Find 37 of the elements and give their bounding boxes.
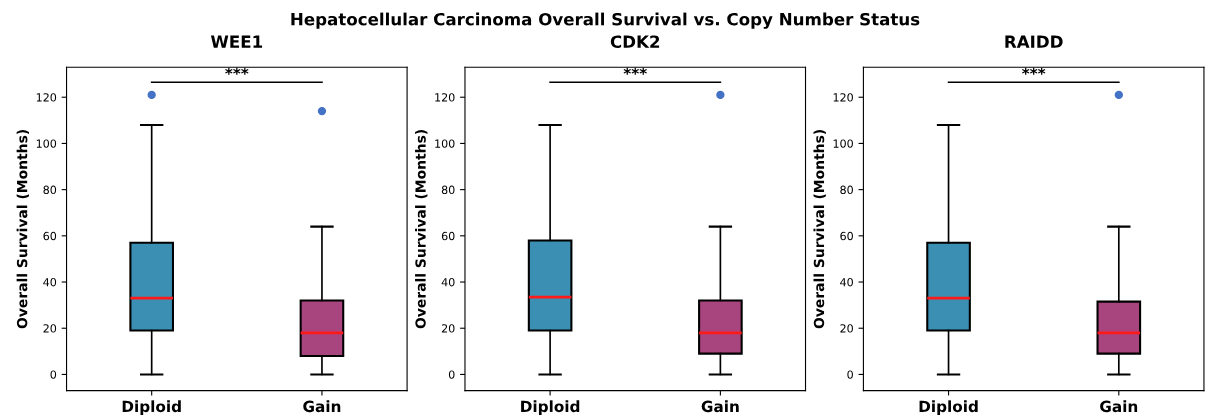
y-tick-label: 120: [36, 93, 57, 102]
chart-title: CDK2: [610, 35, 660, 48]
x-tick-label: Diploid: [521, 400, 580, 416]
y-tick-label: 80: [840, 185, 853, 195]
annotation: ***: [1022, 67, 1046, 75]
text: Hepatocellular Carcinoma Overall Survival vs. Copy Number Status: [291, 12, 920, 29]
y-tick-label: 100: [36, 139, 57, 148]
y-tick-label: 20: [43, 324, 57, 333]
y-tick-label: 100: [435, 139, 455, 148]
y-tick-label: 120: [833, 93, 853, 102]
x-tick-label: Gain: [1100, 400, 1138, 413]
y-tick-label: 100: [833, 139, 853, 148]
x-tick-label: Gain: [701, 400, 739, 413]
y-axis-title: Overall Survival (Months): [16, 130, 30, 329]
annotation: ***: [225, 67, 249, 75]
x-tick-label: Diploid: [919, 400, 978, 416]
x-tick-label: Diploid: [122, 400, 181, 416]
y-tick-label: 60: [840, 231, 853, 241]
y-tick-label: 20: [840, 324, 853, 333]
x-tick-label: Gain: [303, 400, 341, 413]
y-tick-label: 40: [840, 278, 853, 287]
y-axis-title: Overall Survival (Months): [813, 130, 826, 329]
chart-title: WEE1: [210, 35, 263, 48]
y-tick-label: 120: [435, 93, 455, 102]
y-tick-label: 0: [847, 370, 853, 379]
y-tick-label: 40: [43, 278, 57, 287]
y-tick-label: 0: [50, 370, 57, 379]
y-tick-label: 80: [441, 185, 455, 195]
y-tick-label: 20: [441, 324, 455, 333]
y-tick-label: 80: [43, 185, 57, 195]
y-tick-label: 60: [441, 231, 455, 241]
chart-title: RAIDD: [1005, 35, 1063, 48]
y-axis-title: Overall Survival (Months): [415, 130, 428, 329]
y-tick-label: 0: [448, 370, 455, 379]
y-tick-label: 40: [441, 278, 455, 287]
annotation: ***: [623, 67, 647, 75]
y-tick-label: 60: [43, 231, 57, 241]
